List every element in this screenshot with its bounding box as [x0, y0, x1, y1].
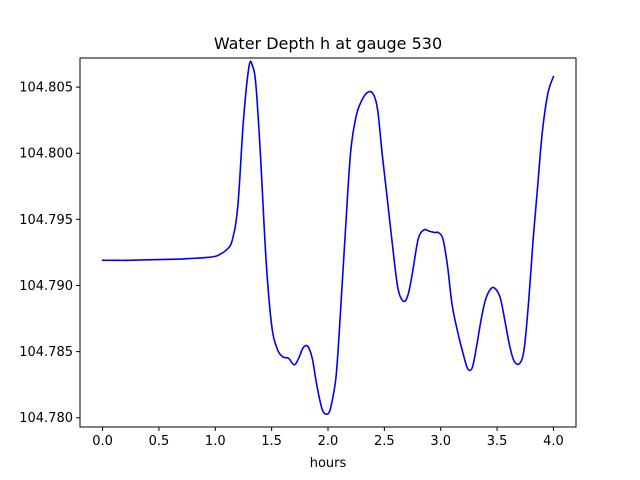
- x-tick-label: 1.5: [261, 434, 282, 449]
- x-tick-label: 3.0: [430, 434, 451, 449]
- y-tick-label: 104.780: [19, 411, 73, 426]
- x-tick-label: 1.0: [205, 434, 226, 449]
- y-tick-label: 104.790: [19, 279, 73, 294]
- y-axis: 104.780 104.785 104.790 104.795 104.800 104.8…: [19, 81, 80, 426]
- x-axis-label: hours: [310, 456, 347, 471]
- series-line: [101, 60, 555, 416]
- chart-title: Water Depth h at gauge 530: [214, 34, 442, 53]
- y-tick-label: 104.805: [19, 81, 73, 96]
- x-tick-label: 3.5: [487, 434, 508, 449]
- x-tick-label: 2.5: [374, 434, 395, 449]
- x-tick-label: 4.0: [543, 434, 564, 449]
- x-axis: 0.0 0.5 1.0 1.5 2.0 2.5 3.0 3.5 4.0: [92, 427, 564, 449]
- y-tick-label: 104.800: [19, 147, 73, 162]
- y-tick-label: 104.795: [19, 213, 73, 228]
- plot-area: [79, 57, 577, 428]
- y-tick-label: 104.785: [19, 345, 73, 360]
- x-tick-label: 0.0: [92, 434, 113, 449]
- x-tick-label: 2.0: [318, 434, 339, 449]
- x-tick-label: 0.5: [149, 434, 170, 449]
